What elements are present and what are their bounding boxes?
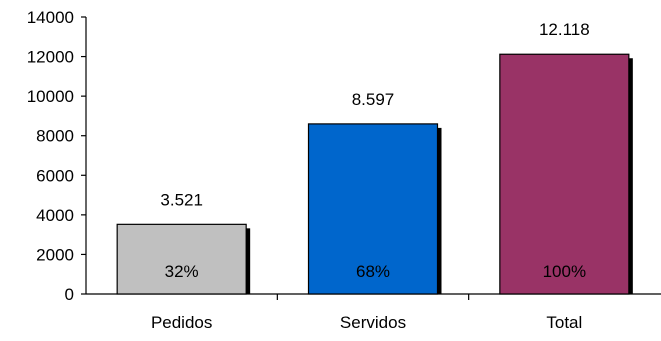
y-tick-label: 8000 <box>36 127 74 146</box>
y-axis: 0 2000 4000 6000 8000 10000 12000 14000 <box>27 8 87 304</box>
bar-percent-label: 100% <box>543 262 586 281</box>
y-tick-label: 4000 <box>36 206 74 225</box>
bar-pedidos <box>116 223 247 295</box>
y-tick-label: 2000 <box>36 245 74 264</box>
bar-value-label: 12.118 <box>539 20 590 39</box>
bars: 3.521 32% 8.597 68% 12.118 100% <box>116 20 633 295</box>
bar-servidos <box>307 123 439 295</box>
y-tick-label: 0 <box>65 285 74 304</box>
x-category-label: Total <box>546 313 582 332</box>
y-tick-label: 6000 <box>36 166 74 185</box>
bar-value-label: 8.597 <box>352 90 395 109</box>
bar-percent-label: 68% <box>356 262 390 281</box>
y-tick-label: 10000 <box>27 87 74 106</box>
x-axis: Pedidos Servidos Total <box>86 293 661 332</box>
bar-percent-label: 32% <box>165 262 199 281</box>
y-tick-label: 14000 <box>27 8 74 27</box>
x-category-label: Pedidos <box>151 313 212 332</box>
bar-value-label: 3.521 <box>160 190 203 209</box>
bar-total <box>499 53 630 295</box>
y-tick-label: 12000 <box>27 48 74 67</box>
x-category-label: Servidos <box>340 313 406 332</box>
